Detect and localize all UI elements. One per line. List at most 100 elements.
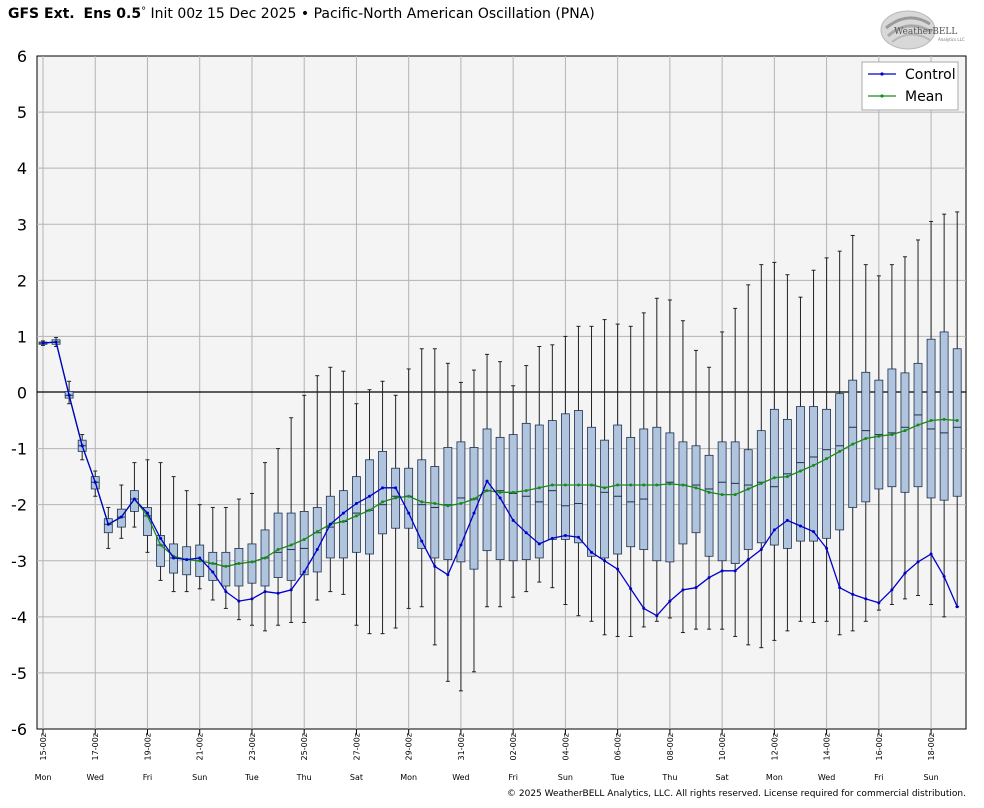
y-axis-tick-labels: 6 5 4 3 2 1 0 -1 -2 -3 -4 -5 -6 <box>11 47 27 739</box>
x-tick-day-label: Tue <box>244 773 259 782</box>
x-tick-day-label: Sat <box>350 773 363 782</box>
control-point <box>798 524 802 528</box>
y-tick-label: 6 <box>17 47 27 66</box>
mean-point <box>341 519 345 523</box>
x-tick-day-label: Thu <box>296 773 312 782</box>
y-tick-label: 1 <box>17 327 27 346</box>
mean-point <box>498 490 502 494</box>
y-tick-label: 3 <box>17 215 27 234</box>
x-tick-day-label: Fri <box>143 773 153 782</box>
mean-point <box>576 483 580 487</box>
iqr-box <box>247 543 257 584</box>
iqr-box <box>273 512 283 578</box>
mean-point <box>864 436 868 440</box>
control-point <box>54 340 58 344</box>
x-tick-date-label: 19-00z <box>143 733 152 760</box>
mean-point <box>289 543 293 547</box>
iqr-box <box>626 436 636 548</box>
control-point <box>328 522 332 526</box>
mean-point <box>537 486 541 490</box>
mean-point <box>250 560 254 564</box>
control-point <box>341 511 345 515</box>
control-point <box>929 552 933 556</box>
control-point <box>276 591 280 595</box>
x-tick-date-label: 14-00z <box>823 733 832 760</box>
mean-point <box>459 502 463 506</box>
control-point <box>446 573 450 577</box>
iqr-box <box>130 490 139 512</box>
iqr-box <box>378 450 387 535</box>
iqr-box <box>156 535 165 567</box>
mean-point <box>694 486 698 490</box>
iqr-box <box>783 419 792 549</box>
control-point <box>629 587 633 591</box>
iqr-box <box>743 449 753 550</box>
mean-point <box>851 442 855 446</box>
mean-point <box>825 457 829 461</box>
iqr-box <box>547 420 557 540</box>
mean-point <box>302 537 306 541</box>
x-tick-date-label: 31-00z <box>457 733 466 760</box>
iqr-box <box>887 368 897 488</box>
iqr-box <box>665 432 675 563</box>
control-point <box>916 560 920 564</box>
control-point <box>41 341 45 345</box>
x-tick-date-label: 04-00z <box>561 733 570 760</box>
control-point <box>302 570 306 574</box>
mean-point <box>563 483 567 487</box>
control-point <box>289 588 293 592</box>
control-point <box>707 576 711 580</box>
control-point <box>211 570 215 574</box>
ensemble-boxplots <box>38 211 962 692</box>
control-point <box>942 574 946 578</box>
control-point <box>407 511 411 515</box>
x-tick-date-label: 18-00z <box>927 733 936 760</box>
y-tick-label: 5 <box>17 103 27 122</box>
mean-point <box>237 562 241 566</box>
x-tick-day-label: Tue <box>610 773 625 782</box>
x-tick-date-label: 16-00z <box>875 733 884 760</box>
x-tick-day-label: Sat <box>716 773 729 782</box>
control-point <box>132 497 136 501</box>
x-tick-day-label: Fri <box>508 773 518 782</box>
iqr-box <box>796 406 805 542</box>
mean-point <box>838 449 842 453</box>
mean-point <box>629 483 633 487</box>
mean-point <box>354 514 358 518</box>
mean-point <box>433 502 437 506</box>
control-point <box>642 606 646 610</box>
iqr-box <box>312 507 322 573</box>
iqr-box <box>717 441 727 562</box>
mean-point <box>733 493 737 497</box>
control-point <box>237 599 241 603</box>
x-tick-day-label: Mon <box>766 773 783 782</box>
x-tick-date-label: 23-00z <box>248 733 257 760</box>
mean-point <box>446 504 450 508</box>
iqr-box <box>430 466 440 559</box>
iqr-box <box>286 512 296 581</box>
control-point <box>576 535 580 539</box>
iqr-box <box>704 454 714 557</box>
control-point <box>812 530 816 534</box>
index-name: Pacific-North American Oscillation (PNA) <box>313 6 595 22</box>
model-name: GFS Ext. <box>8 6 75 22</box>
mean-point <box>812 463 816 467</box>
iqr-box <box>835 393 845 531</box>
iqr-box <box>926 338 936 499</box>
control-point <box>250 597 254 601</box>
control-point <box>890 588 894 592</box>
control-point <box>955 605 959 609</box>
control-point <box>159 536 163 540</box>
mean-point <box>407 494 411 498</box>
mean-point <box>772 476 776 480</box>
control-point <box>681 588 685 592</box>
series-lines <box>41 340 959 618</box>
mean-point <box>616 483 620 487</box>
y-tick-label: 4 <box>17 159 27 178</box>
control-point <box>903 571 907 575</box>
control-point <box>198 556 202 560</box>
control-point <box>772 528 776 532</box>
control-point <box>759 548 763 552</box>
iqr-box <box>299 510 309 576</box>
